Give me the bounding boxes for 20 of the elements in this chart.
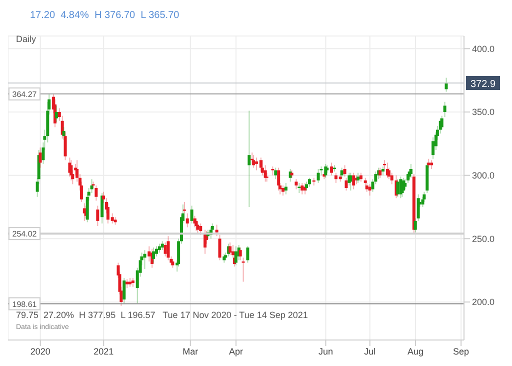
y-tick-label: 350.0 (472, 107, 495, 118)
x-tick-label: 2021 (94, 346, 114, 356)
ref-line-label: 198.61 (12, 300, 38, 309)
x-tick-label: 2020 (30, 346, 50, 356)
ref-line-label: 364.27 (12, 90, 38, 99)
y-tick-label: 250.0 (472, 234, 495, 244)
x-tick-label: Jul (364, 346, 376, 356)
y-tick-label: 200.0 (472, 297, 495, 308)
annotation: Daily (16, 34, 36, 44)
annotation: 79.75 27.20% H 377.95 L 196.57 Tue 17 Nov 2020 - Tue 14 Sep 2021 (16, 310, 308, 320)
ref-line-label: 254.02 (12, 230, 38, 239)
y-tick-label: 400.0 (472, 44, 495, 54)
x-tick-label: Aug (407, 346, 424, 356)
x-tick-label: Sep (453, 346, 470, 356)
ref-line-label: 372.9 (470, 78, 496, 90)
x-tick-label: Apr (228, 346, 244, 356)
x-tick-label: Mar (182, 346, 198, 356)
x-tick-label: Jun (318, 346, 333, 356)
text: 17.20 4.84% H 376.70 L 365.70 (30, 10, 180, 21)
y-tick-label: 300.0 (472, 170, 495, 181)
